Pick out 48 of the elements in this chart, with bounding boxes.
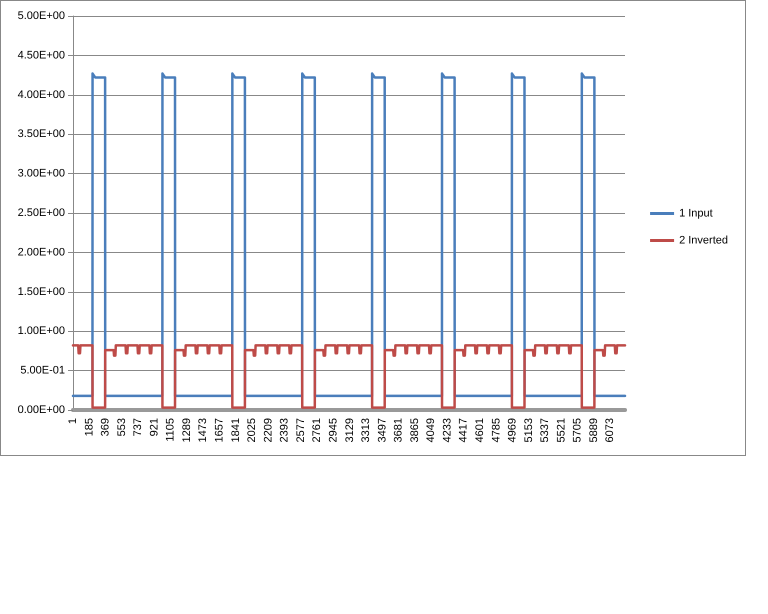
- x-tick-label: 2577: [294, 418, 307, 442]
- x-tick-label: 4233: [441, 418, 454, 442]
- x-tick-label: 2209: [262, 418, 274, 442]
- x-tick-label: 1289: [180, 418, 193, 442]
- y-tick-label: 1.50E+00: [18, 286, 65, 298]
- legend-label: 2 Inverted: [679, 234, 728, 246]
- x-tick-label: 5153: [522, 418, 535, 442]
- x-tick-label: 6073: [604, 418, 616, 442]
- x-tick-label: 737: [132, 418, 144, 436]
- y-tick-label: 0.00E+00: [18, 404, 65, 416]
- x-tick-label: 553: [116, 418, 128, 436]
- x-tick-label: 4601: [474, 418, 486, 442]
- x-tick-label: 921: [148, 418, 160, 436]
- x-tick-label: 2393: [278, 418, 291, 442]
- y-tick-label: 4.50E+00: [18, 49, 65, 62]
- x-tick-label: 369: [100, 418, 112, 436]
- x-tick-label: 5705: [572, 418, 584, 442]
- x-tick-label: 3865: [408, 418, 421, 442]
- x-tick-label: 5521: [555, 418, 568, 442]
- y-tick-label: 5.00E+00: [18, 10, 65, 22]
- x-tick-label: 4417: [458, 418, 470, 442]
- y-tick-label: 3.00E+00: [18, 168, 65, 180]
- y-tick-label: 4.00E+00: [18, 88, 65, 101]
- x-tick-label: 3313: [360, 418, 372, 442]
- line-series: [72, 344, 626, 409]
- x-tick-label: 1473: [197, 418, 210, 442]
- y-tick-label: 1.00E+00: [18, 325, 65, 338]
- x-tick-label: 3497: [376, 418, 388, 442]
- x-tick-label: 1105: [164, 418, 177, 442]
- x-tick-label: 4049: [425, 418, 438, 442]
- y-tick-label: 2.50E+00: [18, 207, 65, 219]
- y-tick-label: 2.00E+00: [18, 246, 65, 258]
- x-tick-label: 1657: [214, 418, 226, 442]
- legend-label: 1 Input: [679, 208, 713, 220]
- x-tick-label: 5889: [588, 418, 600, 442]
- x-tick-label: 1841: [230, 418, 242, 442]
- x-tick-label: 5337: [539, 418, 552, 442]
- x-tick-label: 2761: [311, 418, 324, 442]
- y-tick-label: 3.50E+00: [18, 128, 65, 140]
- x-tick-label: 3129: [344, 418, 356, 442]
- x-tick-label: 1: [67, 418, 79, 424]
- x-tick-label: 2945: [327, 418, 340, 442]
- x-tick-label: 2025: [246, 418, 258, 442]
- x-tick-label: 185: [83, 418, 96, 436]
- y-tick-label: 5.00E-01: [20, 364, 65, 377]
- x-tick-label: 3681: [392, 418, 405, 442]
- x-tick-label: 4785: [490, 418, 502, 442]
- x-tick-label: 4969: [506, 418, 519, 442]
